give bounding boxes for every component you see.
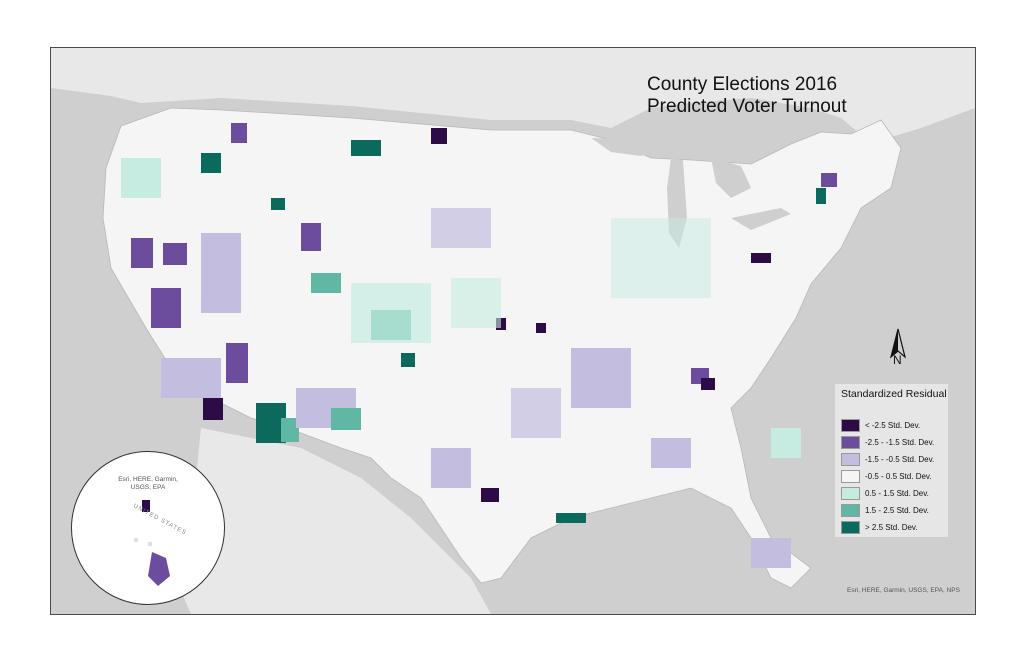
north-arrow-icon: [889, 328, 907, 359]
legend-swatch: [841, 521, 860, 534]
map-canvas[interactable]: [51, 48, 975, 614]
canada-landmass: [51, 48, 975, 143]
legend-label: -2.5 - -1.5 Std. Dev.: [865, 438, 935, 447]
legend-item: -2.5 - -1.5 Std. Dev.: [841, 434, 934, 451]
legend-swatch: [841, 453, 860, 466]
legend: Standardized Residual < -2.5 Std. Dev. -…: [835, 384, 948, 537]
legend-label: -1.5 - -0.5 Std. Dev.: [865, 455, 935, 464]
legend-swatch: [841, 419, 860, 432]
legend-label: 0.5 - 1.5 Std. Dev.: [865, 489, 929, 498]
legend-swatch: [841, 487, 860, 500]
legend-item: > 2.5 Std. Dev.: [841, 519, 934, 536]
legend-swatch: [841, 470, 860, 483]
legend-item: 0.5 - 1.5 Std. Dev.: [841, 485, 934, 502]
map-frame: County Elections 2016 Predicted Voter Tu…: [50, 47, 976, 615]
legend-item: -0.5 - 0.5 Std. Dev.: [841, 468, 934, 485]
legend-label: 1.5 - 2.5 Std. Dev.: [865, 506, 929, 515]
map-title: County Elections 2016 Predicted Voter Tu…: [647, 74, 847, 118]
legend-swatch: [841, 436, 860, 449]
north-arrow: N: [883, 327, 913, 367]
lake-superior: [591, 138, 671, 156]
inset-attribution: Esri, HERE, Garmin, USGS, EPA: [118, 476, 178, 491]
legend-item: < -2.5 Std. Dev.: [841, 417, 934, 434]
legend-label: > 2.5 Std. Dev.: [865, 523, 918, 532]
lake-huron: [711, 158, 751, 198]
hawaii-map: [134, 500, 170, 586]
title-line-1: County Elections 2016: [647, 74, 838, 95]
legend-swatch: [841, 504, 860, 517]
county-patches: [121, 123, 837, 568]
hawaii-inset: Esri, HERE, Garmin, USGS, EPA UNITED STA…: [71, 451, 225, 605]
attribution: Esri, HERE, Garmin, USGS, EPA, NPS: [847, 587, 960, 594]
north-label: N: [893, 353, 902, 367]
title-line-2: Predicted Voter Turnout: [647, 96, 847, 117]
legend-label: < -2.5 Std. Dev.: [865, 421, 921, 430]
legend-title: Standardized Residual: [841, 388, 947, 400]
lake-erie: [731, 208, 791, 230]
legend-label: -0.5 - 0.5 Std. Dev.: [865, 472, 932, 481]
legend-item: 1.5 - 2.5 Std. Dev.: [841, 502, 934, 519]
legend-items: < -2.5 Std. Dev. -2.5 - -1.5 Std. Dev. -…: [841, 417, 934, 536]
legend-item: -1.5 - -0.5 Std. Dev.: [841, 451, 934, 468]
mexico-landmass: [171, 428, 491, 614]
